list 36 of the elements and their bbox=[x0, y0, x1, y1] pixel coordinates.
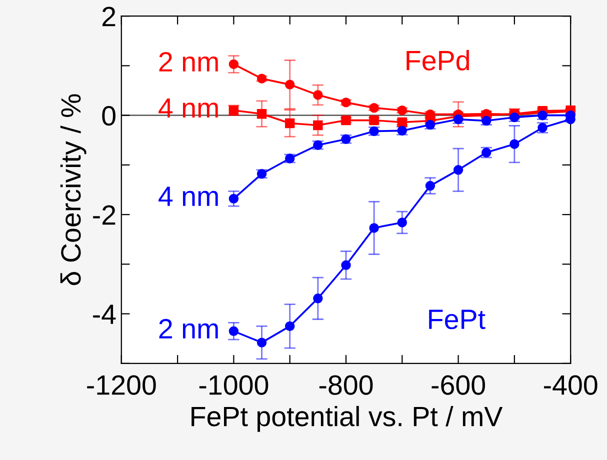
point bbox=[313, 90, 323, 100]
x-tick-label: -1200 bbox=[87, 375, 156, 395]
point bbox=[256, 108, 267, 119]
y-tick-label: -2 bbox=[93, 205, 116, 225]
point bbox=[369, 115, 379, 126]
point bbox=[228, 194, 239, 204]
point bbox=[313, 294, 323, 304]
point bbox=[228, 326, 239, 336]
point bbox=[369, 223, 379, 233]
annotation: FePd bbox=[406, 50, 469, 70]
x-tick-label: -600 bbox=[432, 375, 485, 395]
point bbox=[425, 180, 436, 191]
point bbox=[284, 80, 295, 90]
point bbox=[228, 59, 239, 70]
x-tick-label: -1000 bbox=[199, 375, 268, 395]
point bbox=[284, 118, 295, 128]
series-label: 4 nm bbox=[158, 98, 218, 118]
point bbox=[510, 139, 520, 149]
point bbox=[397, 218, 407, 228]
series-label: 4 nm bbox=[158, 186, 218, 206]
x-tick-label: -400 bbox=[544, 375, 598, 395]
x-axis-title: FePt potential vs. Pt / mV bbox=[192, 406, 503, 432]
point bbox=[313, 120, 323, 130]
point bbox=[284, 321, 295, 332]
point bbox=[341, 115, 351, 126]
x-tick-label: -800 bbox=[319, 375, 373, 395]
y-tick-label: 2 bbox=[102, 6, 116, 26]
y-tick-label: 0 bbox=[102, 106, 116, 126]
point bbox=[256, 338, 267, 348]
point bbox=[453, 165, 464, 175]
y-axis-title: δ Coercivity / % bbox=[60, 94, 86, 286]
series-label: 2 nm bbox=[159, 52, 218, 72]
series-label: 2 nm bbox=[159, 318, 218, 338]
point bbox=[341, 260, 351, 270]
annotation: FePt bbox=[429, 310, 486, 330]
y-tick-label: -4 bbox=[93, 304, 116, 324]
